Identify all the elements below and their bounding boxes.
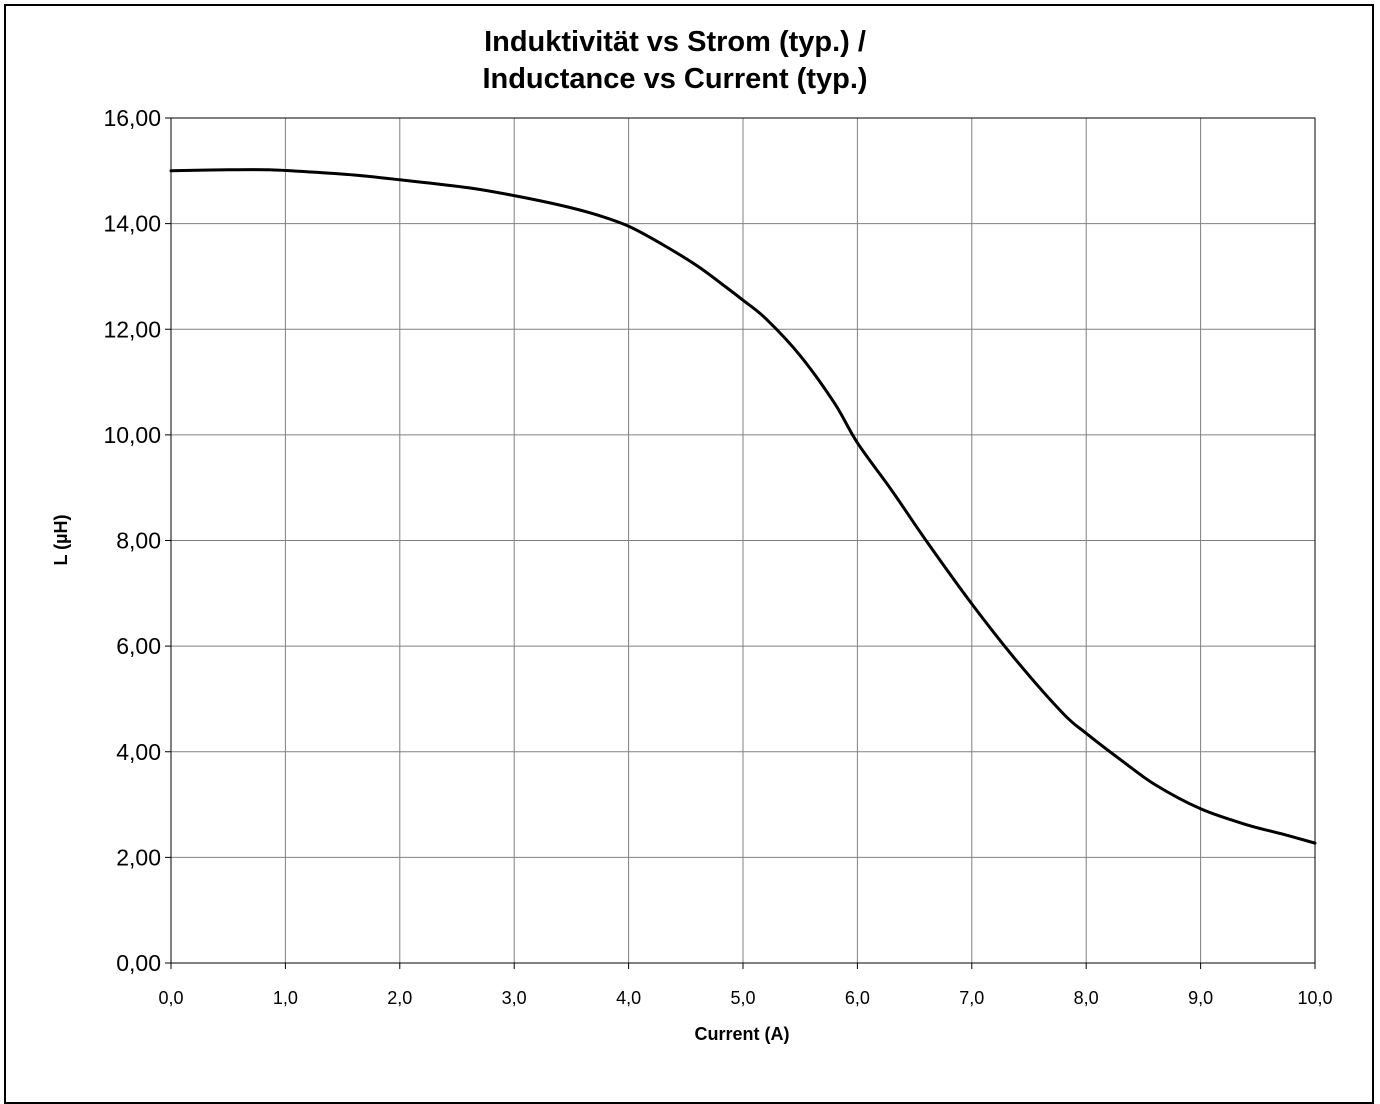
x-axis-title: Current (A) [695,1024,790,1044]
x-tick-label: 2,0 [387,988,412,1008]
y-tick-label: 14,00 [103,211,161,237]
series-layer [169,168,1317,845]
x-tick-label: 5,0 [730,988,755,1008]
y-tick-label: 8,00 [116,528,161,554]
y-tick-label: 10,00 [103,422,161,448]
x-tick-label: 9,0 [1188,988,1213,1008]
chart-title: Induktivität vs Strom (typ.) / [484,26,866,58]
x-tick-label: 7,0 [959,988,984,1008]
y-tick-label: 16,00 [103,105,161,131]
chart-subtitle: Inductance vs Current (typ.) [482,63,867,95]
chart-frame [4,4,1374,1104]
x-tick-label: 8,0 [1074,988,1099,1008]
y-tick-label: 4,00 [116,739,161,765]
x-tick-label: 3,0 [502,988,527,1008]
y-tick-label: 2,00 [116,844,161,870]
x-tick-label: 4,0 [616,988,641,1008]
axis-ticks: 0,0 1,0 2,0 3,0 4,0 5,0 6,0 7,0 8,0 9,0 10,0 0,00 2,… [103,105,1332,1008]
y-tick-label: 0,00 [116,950,161,976]
x-tick-label: 0,0 [158,988,183,1008]
grid [170,117,1316,964]
y-tick-label: 12,00 [103,316,161,342]
y-tick-label: 6,00 [116,633,161,659]
x-tick-label: 10,0 [1297,988,1332,1008]
x-tick-label: 6,0 [845,988,870,1008]
y-axis-title: L (µH) [51,514,71,565]
series-line [169,168,1317,845]
x-tick-label: 1,0 [273,988,298,1008]
